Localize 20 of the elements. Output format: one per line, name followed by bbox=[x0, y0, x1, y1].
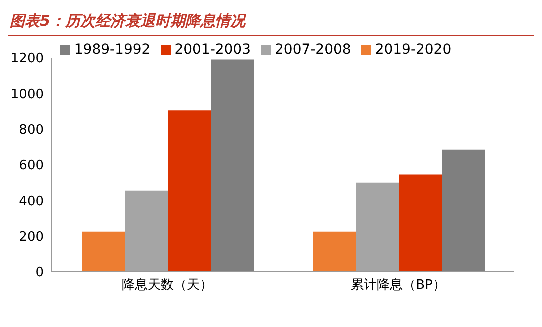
legend-label: 2019-2020 bbox=[375, 42, 452, 58]
legend-label: 2001-2003 bbox=[174, 42, 251, 58]
bar bbox=[313, 232, 356, 272]
bar bbox=[82, 232, 126, 272]
y-tick-label: 400 bbox=[19, 194, 44, 210]
bar bbox=[442, 150, 486, 272]
y-tick-label: 1200 bbox=[10, 52, 44, 67]
x-tick-label: 降息天数（天） bbox=[122, 278, 213, 294]
y-tick-label: 0 bbox=[36, 266, 44, 281]
legend-label: 2007-2008 bbox=[275, 42, 352, 58]
legend-label: 1989-1992 bbox=[74, 42, 151, 58]
y-tick-label: 600 bbox=[19, 158, 44, 174]
y-tick-label: 200 bbox=[19, 230, 44, 245]
y-tick-label: 1000 bbox=[10, 87, 44, 102]
x-tick-label: 累计降息（BP） bbox=[351, 278, 446, 294]
bar bbox=[211, 60, 254, 272]
chart-title: 图表5：历次经济衰退时期降息情况 bbox=[8, 8, 534, 36]
bar bbox=[399, 174, 442, 272]
bar bbox=[168, 110, 212, 272]
y-tick-label: 800 bbox=[19, 122, 44, 138]
